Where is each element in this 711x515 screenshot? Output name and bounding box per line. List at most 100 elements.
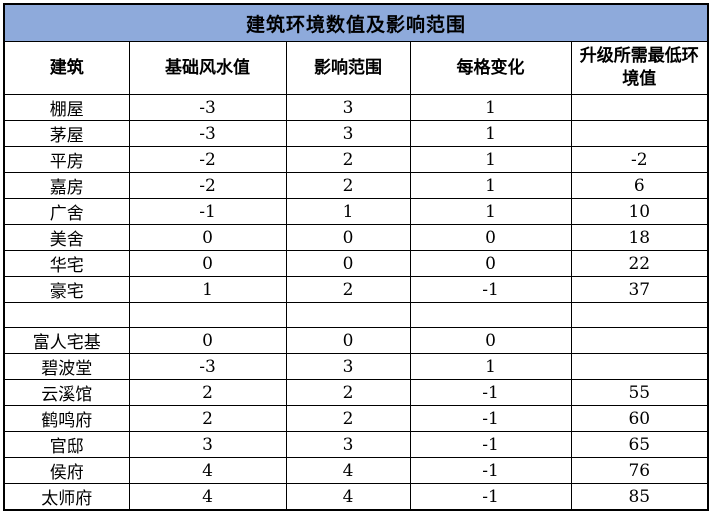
building-name-cell: 茅屋 [3, 120, 130, 147]
value-cell: 1 [409, 146, 572, 173]
value-cell: 3 [285, 120, 411, 147]
value-cell: 0 [409, 224, 572, 251]
value-cell: 4 [285, 483, 411, 511]
value-cell: 3 [285, 353, 411, 380]
building-name-cell: 云溪馆 [3, 379, 130, 406]
value-cell: 2 [128, 405, 287, 432]
building-name-cell: 碧波堂 [3, 353, 130, 380]
value-cell: 65 [570, 431, 709, 458]
value-cell [570, 120, 709, 147]
value-cell: 22 [570, 250, 709, 277]
value-cell [409, 302, 572, 328]
value-cell: -1 [409, 457, 572, 484]
value-cell: -3 [128, 94, 287, 121]
building-name-cell: 豪宅 [3, 276, 130, 303]
table-row: 鹤鸣府 2 2 -1 60 [3, 405, 709, 432]
value-cell: -2 [570, 146, 709, 173]
header-row: 建筑 基础风水值 影响范围 每格变化 升级所需最低环境值 [3, 41, 709, 95]
value-cell [570, 302, 709, 328]
value-cell: 2 [285, 379, 411, 406]
value-cell: 1 [409, 353, 572, 380]
building-name-cell: 官邸 [3, 431, 130, 458]
value-cell: 3 [285, 431, 411, 458]
value-cell: 76 [570, 457, 709, 484]
value-cell: 0 [285, 250, 411, 277]
value-cell: -1 [409, 276, 572, 303]
value-cell: 1 [128, 276, 287, 303]
value-cell: 3 [128, 431, 287, 458]
value-cell: 0 [409, 250, 572, 277]
value-cell: 4 [128, 457, 287, 484]
value-cell [128, 302, 287, 328]
value-cell: 6 [570, 172, 709, 199]
value-cell: 55 [570, 379, 709, 406]
value-cell: 1 [409, 172, 572, 199]
building-name-cell: 侯府 [3, 457, 130, 484]
building-name-cell: 棚屋 [3, 94, 130, 121]
building-name-cell [3, 302, 130, 328]
table-title-bar: 建筑环境数值及影响范围 [3, 3, 709, 42]
column-header-building: 建筑 [3, 41, 130, 95]
value-cell: -3 [128, 353, 287, 380]
spacer-row [3, 302, 709, 328]
table-row: 云溪馆 2 2 -1 55 [3, 379, 709, 406]
column-header-base-fengshui: 基础风水值 [128, 41, 287, 95]
value-cell: 60 [570, 405, 709, 432]
building-name-cell: 广舍 [3, 198, 130, 225]
value-cell: 1 [409, 94, 572, 121]
value-cell: 2 [285, 172, 411, 199]
value-cell: 10 [570, 198, 709, 225]
value-cell [570, 94, 709, 121]
table-row: 侯府 4 4 -1 76 [3, 457, 709, 484]
table-row: 华宅 0 0 0 22 [3, 250, 709, 277]
value-cell: -1 [409, 483, 572, 511]
building-name-cell: 太师府 [3, 483, 130, 511]
value-cell [570, 327, 709, 354]
value-cell: 0 [285, 327, 411, 354]
value-cell: -1 [128, 198, 287, 225]
value-cell: -2 [128, 146, 287, 173]
table-row: 平房 -2 2 1 -2 [3, 146, 709, 173]
table-row: 棚屋 -3 3 1 [3, 94, 709, 121]
building-name-cell: 美舍 [3, 224, 130, 251]
value-cell: 4 [128, 483, 287, 511]
value-cell: -2 [128, 172, 287, 199]
value-cell: -1 [409, 431, 572, 458]
value-cell: 0 [409, 327, 572, 354]
table-row: 嘉房 -2 2 1 6 [3, 172, 709, 199]
value-cell: -1 [409, 405, 572, 432]
value-cell: 1 [285, 198, 411, 225]
environment-table: 建筑环境数值及影响范围 建筑 基础风水值 影响范围 每格变化 升级所需最低环境值… [3, 3, 710, 511]
value-cell: 0 [285, 224, 411, 251]
table-row: 美舍 0 0 0 18 [3, 224, 709, 251]
column-header-min-env-upgrade: 升级所需最低环境值 [570, 41, 709, 95]
building-name-cell: 嘉房 [3, 172, 130, 199]
building-name-cell: 富人宅基 [3, 327, 130, 354]
building-name-cell: 平房 [3, 146, 130, 173]
value-cell: 3 [285, 94, 411, 121]
column-header-influence-range: 影响范围 [285, 41, 411, 95]
table-row: 富人宅基 0 0 0 [3, 327, 709, 354]
table-row: 碧波堂 -3 3 1 [3, 353, 709, 380]
value-cell: 1 [409, 198, 572, 225]
table-row: 豪宅 1 2 -1 37 [3, 276, 709, 303]
building-name-cell: 华宅 [3, 250, 130, 277]
table-row: 广舍 -1 1 1 10 [3, 198, 709, 225]
value-cell: 2 [128, 379, 287, 406]
value-cell: 2 [285, 146, 411, 173]
table-row: 官邸 3 3 -1 65 [3, 431, 709, 458]
value-cell: 1 [409, 120, 572, 147]
value-cell: 4 [285, 457, 411, 484]
value-cell [570, 353, 709, 380]
value-cell: 37 [570, 276, 709, 303]
value-cell: -1 [409, 379, 572, 406]
value-cell [285, 302, 411, 328]
value-cell: 18 [570, 224, 709, 251]
column-header-per-tile-change: 每格变化 [409, 41, 572, 95]
value-cell: 2 [285, 276, 411, 303]
value-cell: 0 [128, 224, 287, 251]
value-cell: 85 [570, 483, 709, 511]
value-cell: 2 [285, 405, 411, 432]
table-row: 茅屋 -3 3 1 [3, 120, 709, 147]
